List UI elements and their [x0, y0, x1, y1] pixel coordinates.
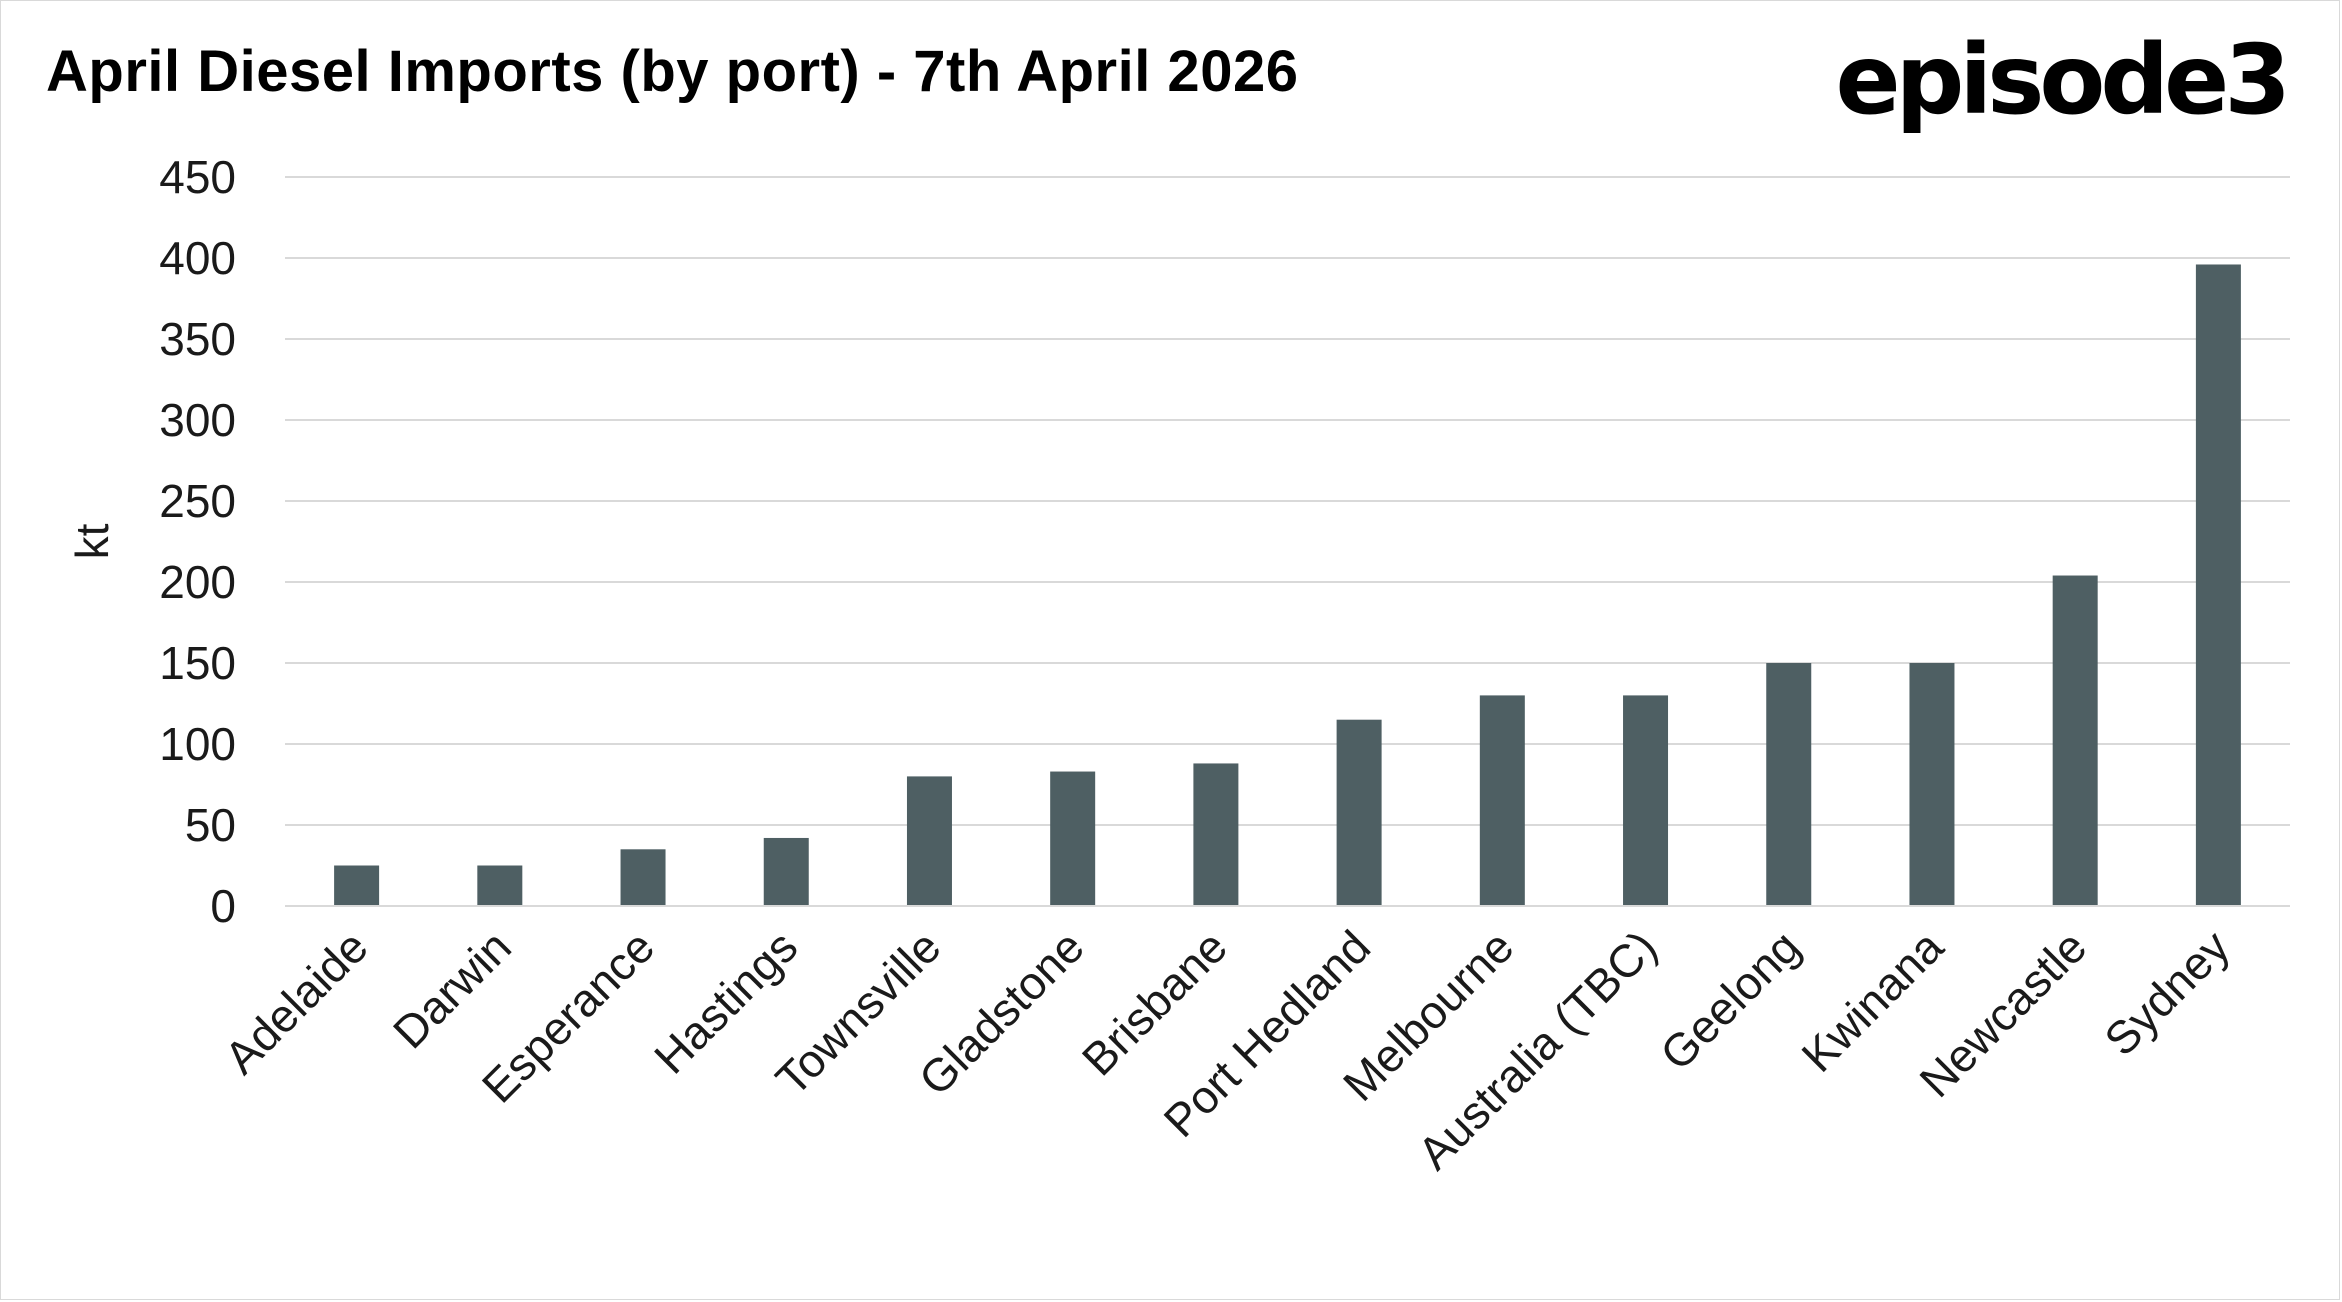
bar-adelaide	[334, 865, 380, 906]
bar-geelong	[1766, 663, 1812, 906]
x-axis-labels: Adelaide DarwinEsperanceHastingsTownsvill…	[214, 920, 2239, 1179]
y-tick-label: 250	[159, 475, 236, 527]
brand-logo: episode3	[1835, 24, 2291, 136]
x-category-label: Sydney	[2094, 920, 2239, 1065]
bar-kwinana	[1909, 663, 1955, 906]
bar-newcastle	[2052, 575, 2098, 906]
y-tick-label: 200	[159, 556, 236, 608]
y-tick-label: 300	[159, 394, 236, 446]
y-tick-label: 50	[185, 799, 236, 851]
bar-melbourne	[1479, 695, 1525, 906]
gridlines	[285, 176, 2290, 826]
x-category-label: Darwin	[383, 920, 521, 1058]
y-tick-label: 150	[159, 637, 236, 689]
y-tick-label: 100	[159, 718, 236, 770]
bar-sydney	[2195, 264, 2241, 907]
y-tick-label: 400	[159, 232, 236, 284]
chart-title: April Diesel Imports (by port) - 7th Apr…	[46, 39, 1299, 104]
x-category-label: Adelaide	[214, 920, 377, 1083]
x-category-label: Geelong	[1650, 920, 1810, 1080]
y-axis-title: kt	[66, 523, 118, 559]
y-tick-label: 350	[159, 313, 236, 365]
bar-gladstone	[1050, 771, 1096, 906]
bar-darwin	[477, 865, 523, 906]
bar-hastings	[763, 837, 809, 906]
bar-townsville	[906, 776, 952, 906]
bar-esperance	[620, 849, 666, 906]
bar-brisbane	[1193, 763, 1239, 906]
bar-australia-tbc	[1623, 695, 1669, 906]
y-axis-ticks: 0 50 100 150 200 250 300 350 400 450	[159, 151, 236, 932]
y-tick-label: 450	[159, 151, 236, 203]
y-tick-label: 0	[210, 880, 236, 932]
bar-port-hedland	[1336, 719, 1382, 906]
bars	[334, 264, 2241, 907]
